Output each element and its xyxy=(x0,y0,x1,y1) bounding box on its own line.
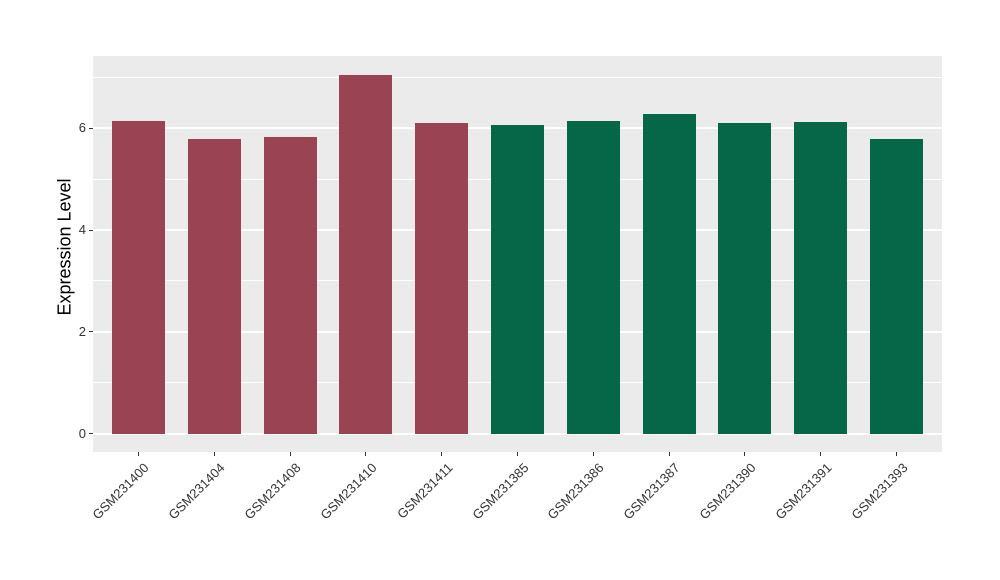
x-tick-label: GSM231410 xyxy=(317,460,380,523)
x-tick-label: GSM231400 xyxy=(89,460,153,523)
y-tick-label: 6 xyxy=(78,120,86,136)
x-tick-label: GSM231387 xyxy=(620,460,683,523)
y-tick-mark xyxy=(88,433,93,435)
x-tick-mark xyxy=(365,452,367,456)
x-tick-mark xyxy=(592,452,594,456)
y-tick-label: 2 xyxy=(78,323,86,339)
x-tick-mark xyxy=(668,452,670,456)
x-tick-mark xyxy=(820,452,822,456)
x-tick-label: GSM231393 xyxy=(847,460,911,523)
x-tick-label: GSM231391 xyxy=(772,460,835,523)
bar-GSM231391 xyxy=(794,121,848,434)
gridline-minor xyxy=(93,76,942,78)
bar-GSM231387 xyxy=(642,113,696,434)
plot-panel xyxy=(93,56,942,452)
bar-GSM231404 xyxy=(187,138,241,434)
y-tick-mark xyxy=(88,331,93,333)
bar-GSM231410 xyxy=(339,74,393,434)
x-tick-mark xyxy=(744,452,746,456)
x-tick-mark xyxy=(137,452,139,456)
y-tick-label: 4 xyxy=(78,222,86,238)
bar-GSM231411 xyxy=(415,122,469,434)
y-tick-mark xyxy=(88,127,93,129)
bar-GSM231385 xyxy=(491,124,544,434)
bar-GSM231393 xyxy=(870,139,924,434)
y-tick-label: 0 xyxy=(78,425,86,441)
bar-GSM231408 xyxy=(263,136,317,434)
x-tick-label: GSM231404 xyxy=(165,460,228,523)
x-tick-mark xyxy=(289,452,291,456)
x-tick-label: GSM231390 xyxy=(696,460,759,523)
bar-GSM231386 xyxy=(566,120,620,434)
x-tick-label: GSM231408 xyxy=(241,460,304,523)
x-tick-mark xyxy=(213,452,215,456)
bar-GSM231400 xyxy=(111,120,165,434)
x-tick-mark xyxy=(896,452,898,456)
y-axis-title: Expression Level xyxy=(54,178,75,316)
x-tick-label: GSM231411 xyxy=(393,460,456,522)
x-tick-label: GSM231385 xyxy=(468,460,532,523)
x-tick-mark xyxy=(517,452,518,456)
bar-GSM231390 xyxy=(718,122,772,434)
x-tick-mark xyxy=(441,452,443,456)
gridline-major xyxy=(93,432,942,435)
x-tick-label: GSM231386 xyxy=(544,460,607,523)
y-tick-mark xyxy=(88,229,93,231)
